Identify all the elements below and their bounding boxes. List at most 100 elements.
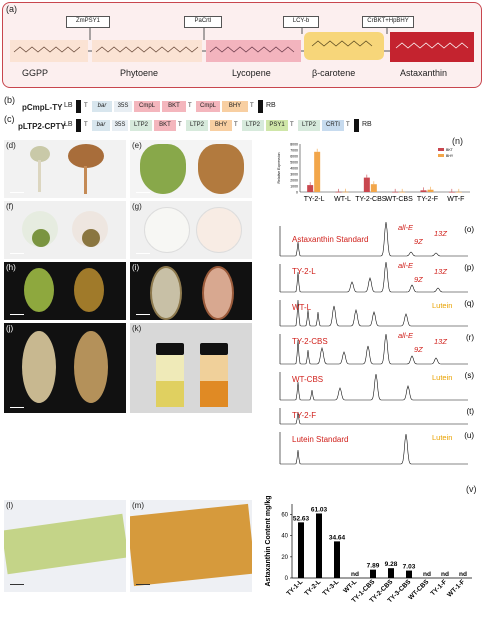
b-cmpl1: CmpL <box>134 101 160 112</box>
c-t3: T <box>234 122 238 128</box>
n-bar-bhy <box>427 189 434 192</box>
chrom-panel-label: (s) <box>465 371 475 380</box>
compound-phytoene: Phytoene <box>120 68 159 78</box>
c-rb: RB <box>362 121 372 128</box>
construct-b-name: pCmpL-TY <box>22 103 63 112</box>
photo-d-seedlings <box>4 140 126 198</box>
chrom-panel-label: (o) <box>464 225 474 234</box>
n-bar-bkt <box>307 185 314 192</box>
photo-label-d: (d) <box>6 141 16 150</box>
v-bar <box>334 541 340 578</box>
b-t3: T <box>250 103 254 109</box>
n-xtick: TY-2-F <box>417 196 438 203</box>
photo-label-e: (e) <box>132 141 142 150</box>
photo-label-i: (i) <box>132 263 140 272</box>
n-ytick: 0 <box>296 191 298 195</box>
chrom-panel-label: (t) <box>466 407 474 416</box>
chrom-panel-label: (r) <box>466 333 474 342</box>
n-ytick: 1000 <box>290 185 298 189</box>
construct-c-track: LB T bar 35S LTP2 BKT T LTP2 BHY T LTP2 … <box>64 119 364 132</box>
b-cmpl2: CmpL <box>196 101 220 112</box>
chrom-sample-name: WT-CBS <box>292 375 323 384</box>
chrom-peak-annotation: all-E <box>398 261 414 270</box>
c-ltp2-3: LTP2 <box>242 120 264 131</box>
photo-j-seeds <box>4 323 126 413</box>
b-bar: bar <box>92 101 112 112</box>
v-data-label: nd <box>441 571 449 578</box>
chrom-trace <box>280 433 468 465</box>
chrom-trace <box>280 261 468 293</box>
c-psy1: PSY1 <box>266 120 288 131</box>
n-bar-bkt <box>448 191 455 193</box>
v-xtick: TY-1-F <box>429 578 448 597</box>
enzyme-zmpsy1: ZmPSY1 <box>66 16 110 28</box>
photo-i-boll-sections <box>130 262 252 320</box>
n-ytick: 7000 <box>290 149 298 153</box>
v-data-label: 7.03 <box>403 564 416 571</box>
photo-f-flowers-side <box>4 201 126 259</box>
expression-chart: 0 1000 2000 3000 4000 5000 6000 7000 8000 Relativ… <box>277 143 470 203</box>
n-bar-bkt <box>392 191 399 193</box>
photo-e-leaves <box>130 140 252 198</box>
v-data-label: nd <box>423 571 431 578</box>
chrom-peak-annotation: all-E <box>398 223 414 232</box>
chrom-peak-annotation: 13Z <box>434 267 447 276</box>
v-data-label: 9.28 <box>385 561 398 568</box>
v-xtick: TY-2-L <box>303 578 322 597</box>
enzyme-lcyb: LCY-b <box>283 16 319 28</box>
chrom-sample-name: Lutein Standard <box>292 435 349 444</box>
panel-v-label: (v) <box>466 484 477 494</box>
b-lb-block <box>76 100 81 113</box>
c-crti: CRTI <box>322 120 344 131</box>
v-ytick: 40 <box>281 534 288 540</box>
v-data-label: 52.63 <box>293 515 310 522</box>
n-xtick: TY-2-L <box>304 196 325 203</box>
c-ltp2-4: LTP2 <box>298 120 320 131</box>
hplc-chromatograms: (o)Astaxanthin Standardall-E9Z13Z(p)TY-2… <box>279 222 475 465</box>
chrom-peak-annotation: 13Z <box>434 229 447 238</box>
c-bar: bar <box>92 120 110 131</box>
c-t2: T <box>178 122 182 128</box>
chrom-trace <box>280 373 468 401</box>
compound-astaxanthin: Astaxanthin <box>400 68 448 78</box>
n-legend-label: BKT <box>446 148 454 152</box>
v-bar <box>316 513 322 578</box>
c-ltp2-1: LTP2 <box>130 120 152 131</box>
v-ytick: 60 <box>281 513 288 519</box>
chrom-sample-name: TY-2-L <box>292 267 316 276</box>
n-xtick: TY-2-CBS <box>355 196 387 203</box>
b-bkt: BKT <box>162 101 186 112</box>
n-bar-bkt <box>335 191 342 193</box>
enzyme-pacrti: PaCrtI <box>184 16 222 28</box>
n-xtick: WT-F <box>447 196 464 203</box>
chrom-trace <box>280 299 468 327</box>
compound-beta-carotene: β-carotene <box>312 68 356 78</box>
chrom-trace <box>280 333 468 365</box>
n-bar-bhy <box>399 191 406 193</box>
panel-a-label: (a) <box>6 4 17 14</box>
n-bar-bhy <box>370 184 377 192</box>
n-legend-swatch <box>438 154 444 157</box>
panel-c-label: (c) <box>4 114 15 124</box>
n-ytick: 6000 <box>290 155 298 159</box>
photo-label-l: (l) <box>6 501 14 510</box>
panel-n-label: (n) <box>452 136 463 146</box>
photo-label-m: (m) <box>132 501 144 510</box>
n-bar-bhy <box>342 191 349 193</box>
chrom-sample-name: WT-L <box>292 303 312 312</box>
v-ylabel: Astaxanthin Content mg/kg <box>265 495 272 586</box>
chrom-panel-label: (u) <box>464 431 474 440</box>
chrom-sample-name: TY-2-F <box>292 411 316 420</box>
photo-h-bolls <box>4 262 126 320</box>
v-data-label: nd <box>351 571 359 578</box>
c-t1: T <box>84 122 88 128</box>
n-ytick: 4000 <box>290 167 298 171</box>
v-data-label: 61.03 <box>311 506 328 513</box>
photo-label-h: (h) <box>6 263 16 272</box>
n-xtick: WT-CBS <box>386 196 414 203</box>
n-legend-swatch <box>438 148 444 151</box>
construct-c-name: pLTP2-CPTY <box>18 122 66 131</box>
v-ytick: 20 <box>281 555 288 561</box>
c-35s: 35S <box>112 120 128 131</box>
v-xtick: WT-CBS <box>407 578 431 602</box>
